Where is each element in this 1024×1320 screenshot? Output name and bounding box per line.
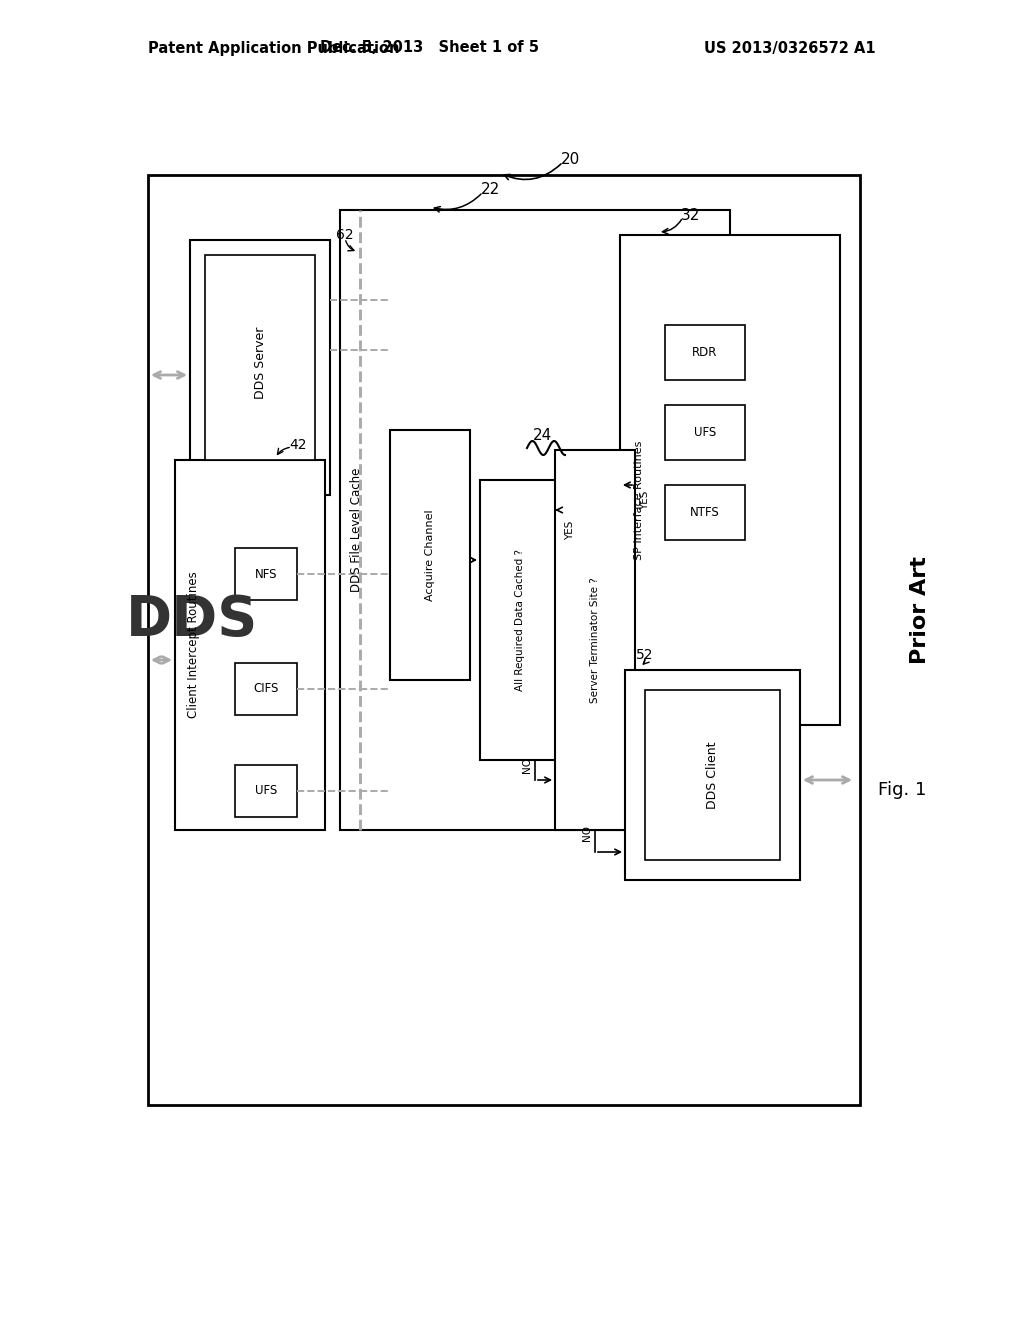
Bar bbox=[234, 548, 297, 601]
Bar bbox=[625, 671, 800, 880]
Text: YES: YES bbox=[565, 520, 575, 540]
Bar bbox=[190, 240, 330, 495]
Text: Patent Application Publication: Patent Application Publication bbox=[148, 41, 399, 55]
Bar bbox=[175, 459, 325, 830]
Bar bbox=[340, 210, 730, 830]
Bar bbox=[645, 690, 780, 861]
Text: 52: 52 bbox=[636, 648, 653, 663]
Text: NTFS: NTFS bbox=[690, 506, 720, 519]
Text: UFS: UFS bbox=[694, 426, 716, 440]
Text: Fig. 1: Fig. 1 bbox=[878, 781, 927, 799]
Bar bbox=[555, 450, 635, 830]
Bar bbox=[665, 325, 745, 380]
Text: 22: 22 bbox=[480, 182, 500, 198]
Text: Acquire Channel: Acquire Channel bbox=[425, 510, 435, 601]
Text: DDS: DDS bbox=[126, 593, 258, 647]
Text: 32: 32 bbox=[680, 207, 699, 223]
Text: RDR: RDR bbox=[692, 346, 718, 359]
Bar bbox=[390, 430, 470, 680]
Text: DDS Client: DDS Client bbox=[706, 742, 719, 809]
Bar bbox=[665, 405, 745, 459]
Text: 20: 20 bbox=[560, 153, 580, 168]
Text: YES: YES bbox=[640, 490, 650, 510]
Text: Dec. 5, 2013   Sheet 1 of 5: Dec. 5, 2013 Sheet 1 of 5 bbox=[321, 41, 540, 55]
Bar bbox=[148, 176, 860, 1105]
Text: 24: 24 bbox=[534, 428, 553, 442]
Text: DDS Server: DDS Server bbox=[254, 326, 266, 399]
Text: 62: 62 bbox=[336, 228, 354, 242]
Text: NFS: NFS bbox=[255, 568, 278, 581]
Bar bbox=[234, 663, 297, 715]
Text: NO: NO bbox=[522, 756, 532, 774]
Bar bbox=[205, 255, 315, 459]
Text: CIFS: CIFS bbox=[253, 682, 279, 696]
Text: All Required Data Cached ?: All Required Data Cached ? bbox=[515, 549, 525, 690]
Text: UFS: UFS bbox=[255, 784, 278, 797]
Text: Server Terminator Site ?: Server Terminator Site ? bbox=[590, 577, 600, 702]
Text: US 2013/0326572 A1: US 2013/0326572 A1 bbox=[705, 41, 876, 55]
Bar bbox=[665, 484, 745, 540]
Bar bbox=[480, 480, 560, 760]
Text: NO: NO bbox=[582, 825, 592, 841]
Text: SP Interface Routines: SP Interface Routines bbox=[634, 441, 644, 560]
Text: Prior Art: Prior Art bbox=[910, 556, 930, 664]
Bar bbox=[620, 235, 840, 725]
Text: Client Intercept Routines: Client Intercept Routines bbox=[186, 572, 200, 718]
Text: DDS File Level Cache: DDS File Level Cache bbox=[350, 467, 364, 593]
Bar bbox=[234, 766, 297, 817]
Text: 42: 42 bbox=[289, 438, 307, 451]
